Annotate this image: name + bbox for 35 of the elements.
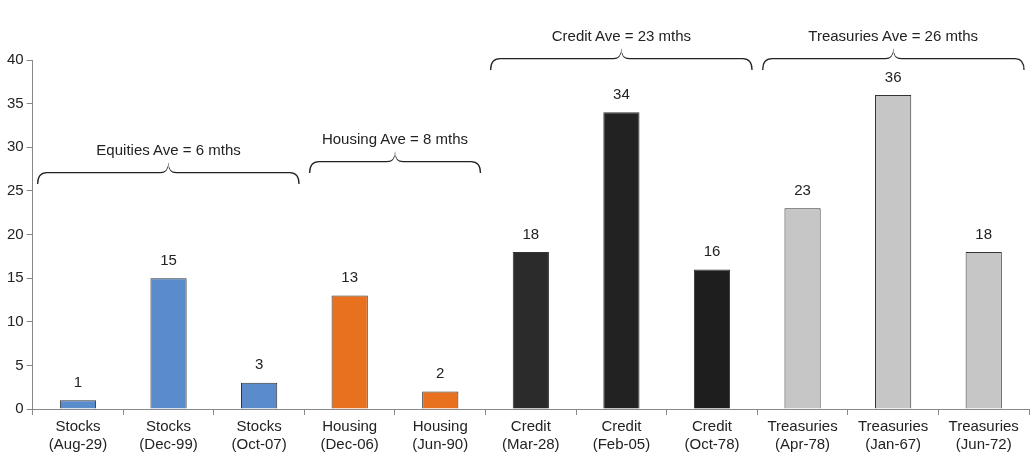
x-tick-label: Housing (Jun-90) bbox=[412, 417, 469, 453]
y-tick-label: 20 bbox=[7, 224, 24, 242]
x-tick-label: Credit (Mar-28) bbox=[502, 417, 560, 453]
data-label: 23 bbox=[794, 180, 811, 198]
x-tick-label: Credit (Oct-78) bbox=[684, 417, 740, 453]
data-label: 3 bbox=[254, 355, 264, 373]
data-label: 36 bbox=[884, 67, 902, 85]
y-tick-label: 0 bbox=[15, 399, 24, 417]
x-tick-label: Housing (Dec-06) bbox=[320, 417, 379, 453]
y-tick-label: 25 bbox=[7, 181, 24, 199]
data-label: 15 bbox=[160, 250, 177, 268]
text: Treasuries Ave = 26 mths bbox=[808, 27, 978, 45]
x-tick-label: Treasuries (Jan-67) bbox=[857, 417, 929, 453]
y-tick-label: 35 bbox=[7, 93, 24, 111]
text: Credit Ave = 23 mths bbox=[551, 27, 692, 45]
x-tick-label: Credit (Feb-05) bbox=[592, 417, 651, 453]
y-tick-label: 10 bbox=[7, 311, 24, 329]
x-tick-label: Stocks (Aug-29) bbox=[48, 417, 108, 453]
data-label: 2 bbox=[436, 364, 445, 382]
y-tick-label: 15 bbox=[7, 268, 24, 286]
x-tick-label: Stocks (Oct-07) bbox=[231, 417, 287, 453]
data-label: 18 bbox=[975, 224, 993, 242]
data-label: 1 bbox=[73, 372, 83, 390]
y-tick-label: 5 bbox=[15, 355, 24, 373]
x-tick-label: Treasuries (Apr-78) bbox=[767, 417, 838, 453]
annotation: Equities Ave = 6 mths bbox=[96, 140, 241, 158]
data-label: 16 bbox=[703, 242, 721, 260]
y-tick-label: 30 bbox=[7, 137, 24, 155]
annotation: Housing Ave = 8 mths bbox=[321, 130, 469, 148]
data-label: 18 bbox=[522, 224, 540, 242]
data-label: 13 bbox=[341, 268, 359, 286]
x-tick-label: Stocks (Dec-99) bbox=[139, 417, 198, 453]
data-label: 34 bbox=[613, 84, 630, 102]
y-tick-label: 40 bbox=[7, 50, 24, 68]
x-tick-label: Treasuries (Jun-72) bbox=[948, 417, 1019, 453]
